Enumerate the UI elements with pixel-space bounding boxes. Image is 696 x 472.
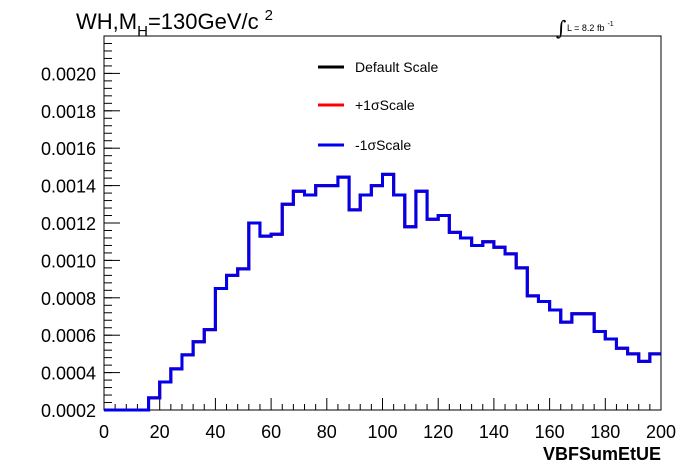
lumi-exponent: -1 <box>607 21 613 28</box>
y-tick-label: 0.0014 <box>41 177 96 197</box>
legend-label: -1σScale <box>355 137 411 153</box>
y-tick-label: 0.0018 <box>41 102 96 122</box>
series-lines <box>104 172 661 412</box>
x-tick-label: 200 <box>646 422 676 442</box>
title-main: WH,M <box>76 9 137 34</box>
x-tick-label: 20 <box>150 422 170 442</box>
legend-label: Default Scale <box>355 59 438 75</box>
x-tick-label: 120 <box>423 422 453 442</box>
y-tick-label: 0.0008 <box>41 289 96 309</box>
y-tick-label: 0.0012 <box>41 214 96 234</box>
legend-label: +1σScale <box>355 97 415 113</box>
x-tick-label: 40 <box>205 422 225 442</box>
x-tick-label: 0 <box>99 422 109 442</box>
x-axis-title: VBFSumEtUE <box>543 444 661 464</box>
title-rest: =130GeV/c <box>148 9 259 34</box>
x-tick-label: 160 <box>535 422 565 442</box>
x-tick-label: 140 <box>479 422 509 442</box>
legend: Default Scale +1σScale -1σScale <box>318 59 438 153</box>
y-tick-label: 0.0020 <box>41 64 96 84</box>
title-subscript: H <box>137 23 148 40</box>
y-axis-tick-labels: 0.0002 0.0004 0.0006 0.0008 0.0010 0.0012 0.00… <box>41 64 96 421</box>
y-tick-label: 0.0016 <box>41 139 96 159</box>
series-line-2 <box>104 172 661 412</box>
x-tick-label: 80 <box>317 422 337 442</box>
x-tick-label: 100 <box>367 422 397 442</box>
x-axis-tick-labels: 0 20 40 60 80 100 120 140 160 180 200 <box>99 422 676 442</box>
x-tick-label: 180 <box>590 422 620 442</box>
lumi-text: L = 8.2 fb <box>567 23 604 33</box>
y-tick-label: 0.0010 <box>41 251 96 271</box>
title-superscript: 2 <box>265 7 273 24</box>
x-tick-label: 60 <box>261 422 281 442</box>
y-tick-label: 0.0006 <box>41 326 96 346</box>
lumi-label: L = 8.2 fb -1 <box>567 21 614 33</box>
chart-title: WH,MH=130GeV/c 2 <box>76 7 273 40</box>
y-tick-label: 0.0004 <box>41 364 96 384</box>
y-axis-ticks <box>104 35 120 411</box>
lumi-integral-symbol: ∫ <box>556 16 566 40</box>
y-tick-label: 0.0002 <box>41 401 96 421</box>
x-axis-ticks <box>103 398 662 410</box>
